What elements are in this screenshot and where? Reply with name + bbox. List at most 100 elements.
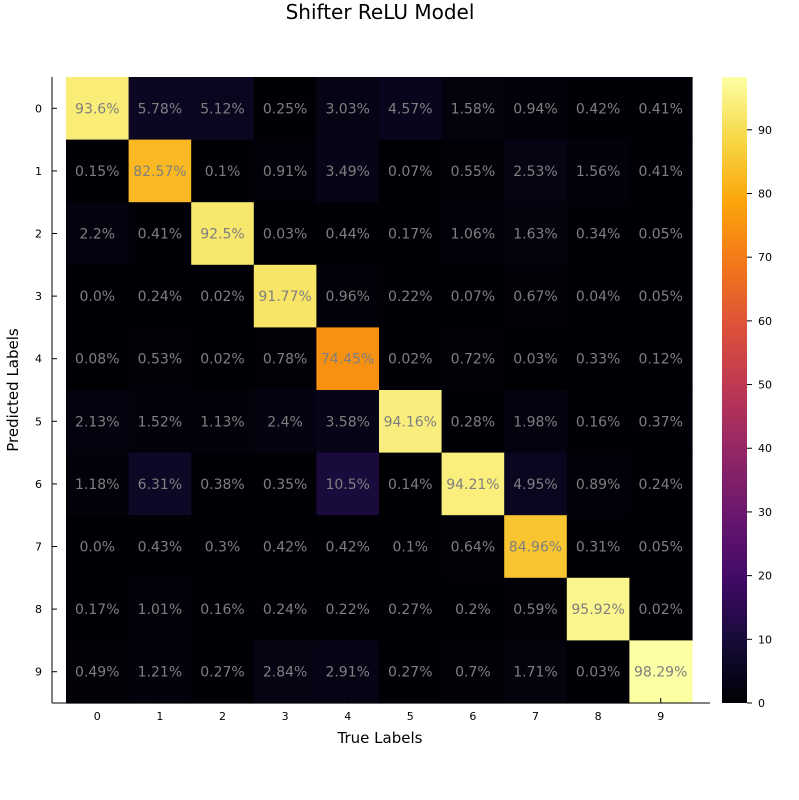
- heatmap-cell: [566, 202, 630, 266]
- cell-value-label: 0.07%: [388, 164, 432, 180]
- cell-value-label: 0.03%: [576, 665, 620, 681]
- heatmap-cell: [379, 264, 443, 328]
- cell-value-label: 0.42%: [325, 540, 369, 556]
- cell-value-label: 0.08%: [75, 352, 119, 368]
- heatmap-cell: [566, 515, 630, 579]
- y-tick-label: 2: [35, 228, 42, 241]
- cell-value-label: 2.4%: [267, 414, 303, 430]
- cell-value-label: 0.03%: [513, 352, 557, 368]
- cell-value-label: 0.91%: [263, 164, 307, 180]
- heatmap-cell: [566, 640, 630, 704]
- heatmap-cell: [191, 139, 255, 203]
- cell-value-label: 0.02%: [200, 352, 244, 368]
- heatmap-cell: [629, 577, 693, 641]
- cell-value-label: 84.96%: [509, 540, 562, 556]
- cell-value-label: 2.13%: [75, 414, 119, 430]
- heatmap-cell: [566, 577, 630, 641]
- cell-value-label: 1.52%: [138, 414, 182, 430]
- heatmap-cells: [66, 77, 693, 704]
- heatmap-cell: [441, 452, 505, 516]
- heatmap-cell: [128, 264, 192, 328]
- cell-value-label: 1.98%: [513, 414, 557, 430]
- colorbar-tick-label: 0: [758, 697, 765, 710]
- heatmap-cell: [253, 77, 317, 141]
- cell-value-label: 0.78%: [263, 352, 307, 368]
- heatmap-cell: [253, 264, 317, 328]
- cell-value-label: 0.27%: [388, 602, 432, 618]
- cell-value-label: 0.05%: [638, 540, 682, 556]
- colorbar-tick-label: 10: [758, 633, 772, 646]
- heatmap-cell: [128, 139, 192, 203]
- y-tick-label: 5: [35, 415, 42, 428]
- colorbar-ticks: 0 10 20 30 40 50 60 70 80 90: [747, 124, 772, 710]
- cell-value-label: 0.49%: [75, 665, 119, 681]
- x-axis-ticks: 0 1 2 3 4 5 6 7 8 9: [94, 698, 664, 723]
- cell-value-label: 92.5%: [200, 227, 244, 243]
- colorbar-tick-label: 30: [758, 506, 772, 519]
- y-tick-label: 8: [35, 603, 42, 616]
- chart-title: Shifter ReLU Model: [286, 0, 475, 24]
- cell-value-label: 0.02%: [638, 602, 682, 618]
- heatmap-cell: [191, 577, 255, 641]
- heatmap-cell: [191, 452, 255, 516]
- cell-value-label: 4.95%: [513, 477, 557, 493]
- colorbar-tick-label: 40: [758, 442, 772, 455]
- heatmap-cell: [629, 640, 693, 704]
- heatmap-cell: [504, 202, 568, 266]
- cell-value-label: 0.94%: [513, 101, 557, 117]
- cell-value-label: 1.56%: [576, 164, 620, 180]
- cell-value-label: 0.24%: [638, 477, 682, 493]
- heatmap-cell: [441, 139, 505, 203]
- x-tick-label: 2: [219, 710, 226, 723]
- cell-value-label: 6.31%: [138, 477, 182, 493]
- cell-value-label: 0.72%: [451, 352, 495, 368]
- heatmap-cell: [66, 640, 130, 704]
- cell-value-label: 2.53%: [513, 164, 557, 180]
- cell-value-label: 0.25%: [263, 101, 307, 117]
- colorbar-tick-label: 50: [758, 379, 772, 392]
- cell-value-label: 0.42%: [576, 101, 620, 117]
- heatmap-cell: [566, 264, 630, 328]
- heatmap-cell: [128, 577, 192, 641]
- cell-value-label: 0.17%: [388, 227, 432, 243]
- cell-value-label: 0.22%: [388, 289, 432, 305]
- heatmap-cell: [128, 202, 192, 266]
- heatmap-cell: [253, 515, 317, 579]
- heatmap-cell: [316, 327, 380, 391]
- cell-value-label: 0.05%: [638, 289, 682, 305]
- heatmap-cell: [128, 515, 192, 579]
- heatmap-cell: [441, 327, 505, 391]
- cell-value-label: 3.49%: [325, 164, 369, 180]
- cell-value-label: 2.84%: [263, 665, 307, 681]
- cell-value-label: 0.41%: [138, 227, 182, 243]
- x-tick-label: 7: [532, 710, 539, 723]
- heatmap-cell: [191, 264, 255, 328]
- cell-value-label: 95.92%: [571, 602, 624, 618]
- heatmap-cell: [316, 139, 380, 203]
- cell-value-label: 0.27%: [200, 665, 244, 681]
- heatmap-cell: [128, 640, 192, 704]
- cell-value-label: 0.07%: [451, 289, 495, 305]
- cell-value-label: 0.43%: [138, 540, 182, 556]
- cell-value-label: 0.15%: [75, 164, 119, 180]
- heatmap-cell: [379, 390, 443, 454]
- heatmap-cell-labels: 93.6% 5.78% 5.12% 0.25% 3.03% 4.57% 1.58% 0.94%…: [75, 101, 687, 680]
- y-axis-ticks: 0 1 2 3 4 5 6 7 8 9: [35, 102, 57, 679]
- heatmap-cell: [316, 264, 380, 328]
- heatmap-cell: [191, 390, 255, 454]
- cell-value-label: 0.96%: [325, 289, 369, 305]
- cell-value-label: 93.6%: [75, 101, 119, 117]
- heatmap-cell: [66, 77, 130, 141]
- cell-value-label: 0.1%: [393, 540, 429, 556]
- x-tick-label: 3: [282, 710, 289, 723]
- heatmap-cell: [566, 327, 630, 391]
- cell-value-label: 3.58%: [325, 414, 369, 430]
- heatmap-cell: [504, 640, 568, 704]
- cell-value-label: 0.12%: [638, 352, 682, 368]
- y-axis-label: Predicted Labels: [4, 328, 22, 452]
- heatmap-cell: [253, 577, 317, 641]
- heatmap-cell: [629, 327, 693, 391]
- heatmap-cell: [441, 640, 505, 704]
- heatmap-cell: [504, 327, 568, 391]
